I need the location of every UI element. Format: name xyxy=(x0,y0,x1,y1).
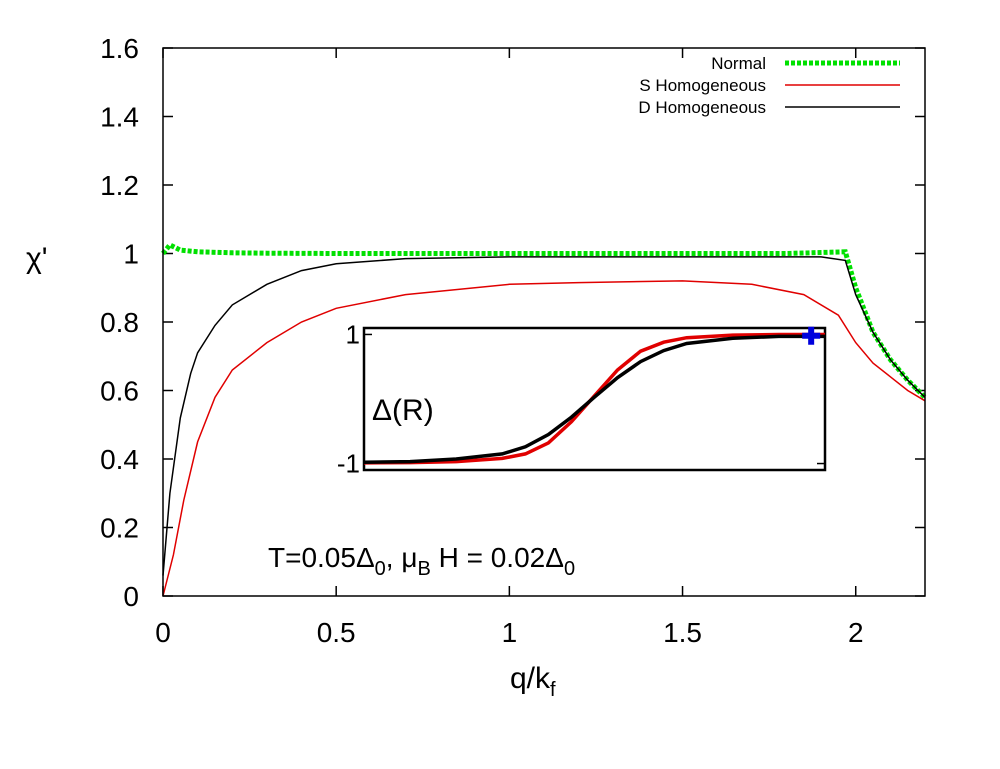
y-tick-label: 0.2 xyxy=(100,513,139,544)
x-tick-label: 1.5 xyxy=(663,617,702,648)
annotation-part-3: H = 0.02Δ xyxy=(431,542,564,573)
annotation-sub-3: 0 xyxy=(564,558,575,580)
series-line-d-homogeneous xyxy=(162,256,926,576)
series-line-s-homogeneous xyxy=(162,280,926,597)
legend: Normal S Homogeneous D Homogeneous xyxy=(638,54,900,117)
legend-label: Normal xyxy=(711,54,766,73)
x-axis-label-main: q/k xyxy=(510,662,551,695)
annotation-part-2: , μ xyxy=(386,542,418,573)
x-tick-label: 2 xyxy=(848,617,864,648)
y-tick-label: 0 xyxy=(123,581,139,612)
annotation-sub-2: B xyxy=(417,558,430,580)
y-tick-label: 0.8 xyxy=(100,307,139,338)
x-axis-label-subscript: f xyxy=(550,679,556,701)
y-tick-label: 1 xyxy=(123,239,139,270)
annotation-part-1: T=0.05Δ xyxy=(268,542,375,573)
inset-y-tick-label: 1 xyxy=(346,319,360,349)
legend-label: S Homogeneous xyxy=(639,76,766,95)
inset-marker-cross xyxy=(802,326,821,345)
annotation-text: T=0.05Δ0, μB H = 0.02Δ0 xyxy=(268,542,575,580)
inset-series-line-2 xyxy=(363,334,825,465)
inset-y-tick-label: -1 xyxy=(337,449,360,479)
legend-label: D Homogeneous xyxy=(638,98,766,117)
y-axis-label: χ' xyxy=(26,242,47,275)
y-tick-label: 1.4 xyxy=(100,102,139,133)
x-tick-label: 0 xyxy=(155,617,171,648)
inset-y-label: Δ(R) xyxy=(372,394,434,427)
y-tick-label: 1.2 xyxy=(100,170,139,201)
annotation-sub-1: 0 xyxy=(375,558,386,580)
y-tick-label: 0.6 xyxy=(100,376,139,407)
y-tick-label: 1.6 xyxy=(100,33,139,64)
series-line-normal xyxy=(161,241,927,400)
inset-plot: 1 -1 Δ(R) xyxy=(337,319,827,479)
x-tick-label: 1 xyxy=(502,617,518,648)
y-tick-label: 0.4 xyxy=(100,444,139,475)
x-tick-label: 0.5 xyxy=(317,617,356,648)
tick-layer: 0 0.2 0.4 0.6 0.8 1 1.2 1.4 1.6 0 0.5 1 1.5 2 xyxy=(100,33,925,648)
plot-frame xyxy=(162,47,926,597)
series-layer xyxy=(161,241,927,597)
x-axis-label: q/kf xyxy=(510,662,556,701)
